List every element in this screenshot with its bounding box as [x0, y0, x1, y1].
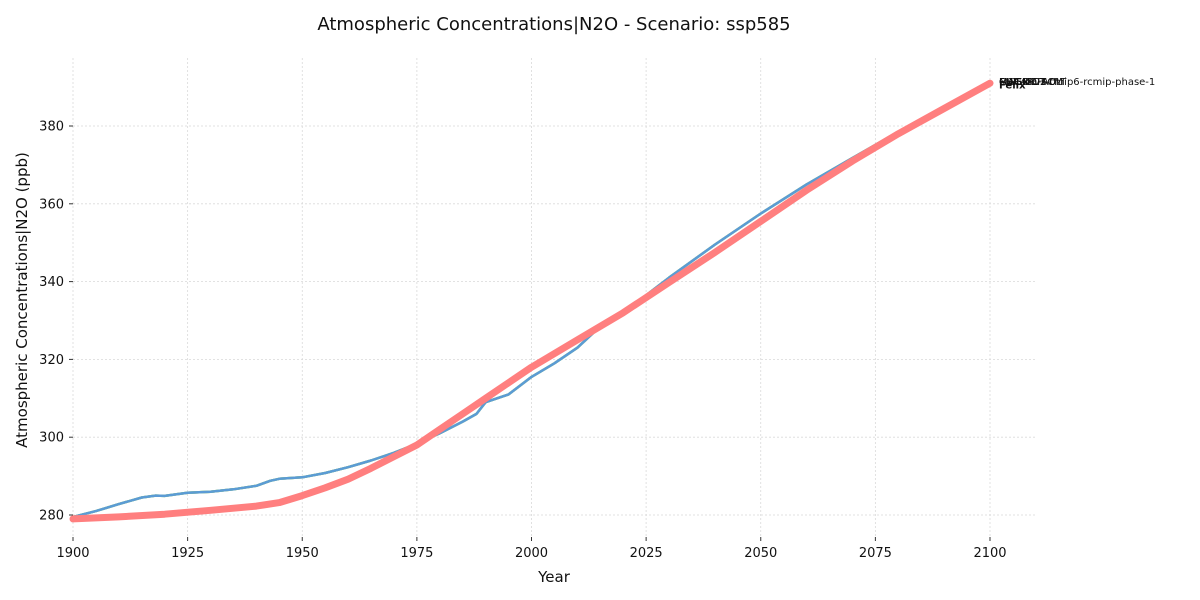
x-tick-label: 1950	[286, 546, 319, 561]
series-end-label: Felix	[999, 81, 1026, 92]
x-tick-label: 2000	[515, 546, 548, 561]
y-tick-label: 380	[39, 120, 64, 135]
y-tick-label: 340	[39, 275, 64, 290]
y-axis-label: Atmospheric Concentrations|N2O (ppb)	[13, 152, 31, 448]
series-end-label: OSCARv3.0	[999, 77, 1056, 88]
series-end-label: MAGICC7	[999, 77, 1045, 88]
x-tick-label: 2050	[744, 546, 777, 561]
x-tick-label: 1925	[171, 546, 204, 561]
chart-title: Atmospheric Concentrations|N2O - Scenari…	[317, 14, 790, 35]
y-tick-label: 360	[39, 197, 64, 212]
x-tick-label: 2100	[973, 546, 1006, 561]
plot-lines	[69, 79, 994, 523]
y-axis: 280 300 320 340 360 380	[39, 120, 73, 524]
series-end-label: CICERO-SCM	[999, 77, 1063, 88]
x-axis-label: Year	[537, 568, 571, 586]
series-line-felix	[69, 79, 994, 523]
x-tick-label: 2075	[859, 546, 892, 561]
series-end-label: MAGICC7-cmip6-rcmip-phase-1	[999, 77, 1155, 88]
grid	[72, 58, 1036, 537]
x-tick-label: 2025	[630, 546, 663, 561]
x-tick-label: 1975	[400, 546, 433, 561]
y-tick-label: 280	[39, 509, 64, 524]
series-end-labels: FelixFaIR-DEFAULTMAGICC7OSCARv3.0CICERO-…	[999, 77, 1155, 92]
y-tick-label: 320	[39, 353, 64, 368]
x-tick-label: 1900	[56, 546, 89, 561]
x-axis: 1900 1925 1950 1975 2000 2025 2050 2075 2100	[56, 537, 1007, 561]
series-end-label: FaIR-DEFAULT	[999, 77, 1067, 88]
y-tick-label: 300	[39, 431, 64, 446]
